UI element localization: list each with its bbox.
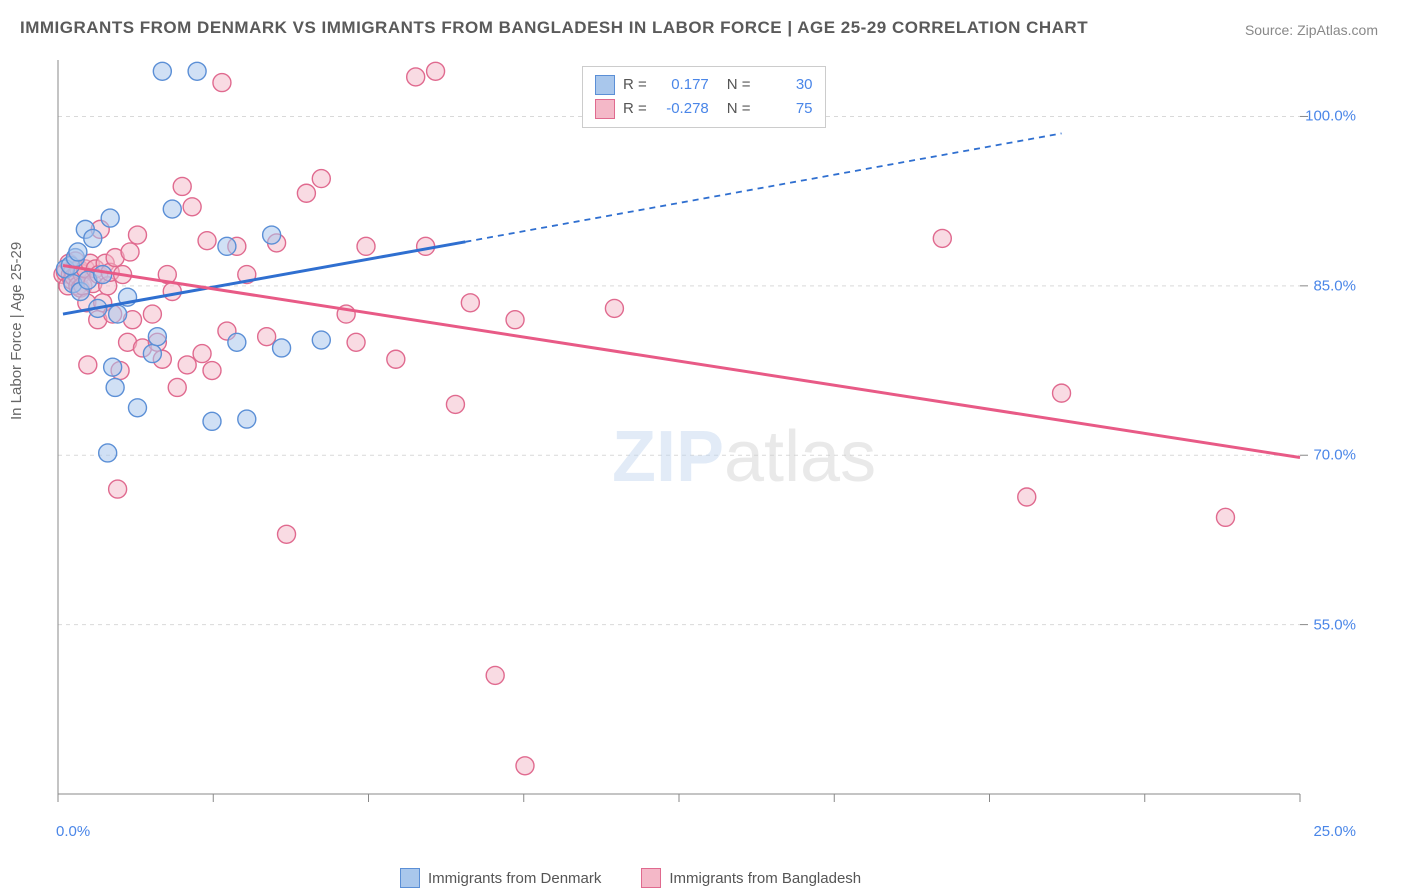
source-label: Source: ZipAtlas.com [1245,22,1378,38]
bottom-legend: Immigrants from Denmark Immigrants from … [400,868,861,888]
y-axis-label: In Labor Force | Age 25-29 [8,242,25,420]
legend-row-bangladesh: R = -0.278 N = 75 [595,97,813,121]
x-tick-label: 0.0% [56,823,90,840]
legend-n-label: N = [727,97,751,121]
legend-r-value-bangladesh: -0.278 [661,97,709,121]
scatter-plot [52,56,1372,836]
bottom-legend-label: Immigrants from Denmark [428,870,601,887]
legend-r-label: R = [623,97,647,121]
legend-row-denmark: R = 0.177 N = 30 [595,73,813,97]
legend-n-value-denmark: 30 [765,73,813,97]
correlation-legend: R = 0.177 N = 30 R = -0.278 N = 75 [582,66,826,128]
y-tick-label: 85.0% [1313,277,1356,294]
legend-swatch-denmark [400,868,420,888]
y-tick-label: 100.0% [1305,108,1356,125]
legend-swatch-denmark [595,75,615,95]
bottom-legend-label: Immigrants from Bangladesh [669,870,861,887]
legend-r-value-denmark: 0.177 [661,73,709,97]
legend-swatch-bangladesh [641,868,661,888]
bottom-legend-denmark: Immigrants from Denmark [400,868,601,888]
legend-n-label: N = [727,73,751,97]
legend-swatch-bangladesh [595,99,615,119]
legend-r-label: R = [623,73,647,97]
x-tick-label: 25.0% [1313,823,1356,840]
y-tick-label: 55.0% [1313,616,1356,633]
chart-area: R = 0.177 N = 30 R = -0.278 N = 75 ZIPat… [52,56,1372,836]
chart-title: IMMIGRANTS FROM DENMARK VS IMMIGRANTS FR… [20,18,1088,38]
bottom-legend-bangladesh: Immigrants from Bangladesh [641,868,861,888]
legend-n-value-bangladesh: 75 [765,97,813,121]
y-tick-label: 70.0% [1313,447,1356,464]
